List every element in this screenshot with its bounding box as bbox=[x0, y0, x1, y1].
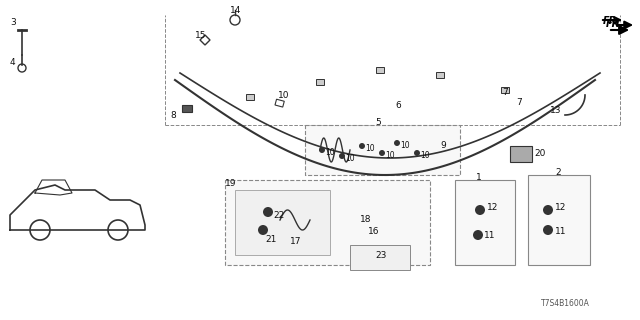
Polygon shape bbox=[528, 175, 590, 265]
Text: 19: 19 bbox=[225, 179, 237, 188]
Text: 10: 10 bbox=[400, 140, 410, 149]
Circle shape bbox=[258, 225, 268, 235]
Bar bbox=[275, 99, 284, 107]
Text: 9: 9 bbox=[440, 140, 445, 149]
Circle shape bbox=[475, 205, 485, 215]
Circle shape bbox=[339, 153, 345, 159]
Circle shape bbox=[543, 225, 553, 235]
Text: 11: 11 bbox=[555, 228, 566, 236]
Text: FR.: FR. bbox=[603, 16, 621, 26]
Text: 11: 11 bbox=[484, 230, 495, 239]
Text: 13: 13 bbox=[550, 106, 561, 115]
Text: 6: 6 bbox=[395, 100, 401, 109]
Text: FR.: FR. bbox=[606, 19, 624, 29]
Text: 10: 10 bbox=[365, 143, 374, 153]
Bar bbox=[376, 67, 384, 73]
Bar bbox=[501, 87, 509, 93]
Text: 7: 7 bbox=[502, 87, 508, 97]
Text: 21: 21 bbox=[265, 236, 276, 244]
Text: 15: 15 bbox=[195, 30, 207, 39]
Text: 17: 17 bbox=[290, 237, 301, 246]
Text: 10: 10 bbox=[345, 154, 355, 163]
Text: 1: 1 bbox=[476, 172, 482, 181]
Circle shape bbox=[543, 205, 553, 215]
Text: 20: 20 bbox=[534, 148, 545, 157]
Polygon shape bbox=[455, 180, 515, 265]
Text: 22: 22 bbox=[273, 211, 284, 220]
Text: T7S4B1600A: T7S4B1600A bbox=[541, 299, 590, 308]
Text: 12: 12 bbox=[487, 204, 499, 212]
Circle shape bbox=[414, 150, 420, 156]
Polygon shape bbox=[225, 180, 430, 265]
Circle shape bbox=[379, 150, 385, 156]
Text: 10: 10 bbox=[278, 91, 289, 100]
Text: 2: 2 bbox=[555, 167, 561, 177]
Text: 10: 10 bbox=[420, 150, 429, 159]
Text: 3: 3 bbox=[10, 18, 16, 27]
Circle shape bbox=[359, 143, 365, 149]
Polygon shape bbox=[305, 125, 460, 175]
Bar bbox=[316, 79, 324, 85]
Bar bbox=[436, 72, 444, 78]
Text: 16: 16 bbox=[368, 228, 380, 236]
Text: 12: 12 bbox=[555, 204, 566, 212]
Bar bbox=[182, 105, 192, 112]
Bar bbox=[246, 94, 254, 100]
Circle shape bbox=[319, 147, 325, 153]
Bar bbox=[510, 146, 532, 162]
Circle shape bbox=[263, 207, 273, 217]
Text: 8: 8 bbox=[170, 110, 176, 119]
Polygon shape bbox=[235, 190, 330, 255]
Text: 10: 10 bbox=[325, 148, 335, 156]
Text: 10: 10 bbox=[385, 150, 395, 159]
Text: 4: 4 bbox=[10, 58, 15, 67]
Text: 18: 18 bbox=[360, 215, 371, 225]
Polygon shape bbox=[350, 245, 410, 270]
Text: 23: 23 bbox=[375, 251, 387, 260]
Text: 14: 14 bbox=[230, 5, 241, 14]
Circle shape bbox=[473, 230, 483, 240]
Text: 7: 7 bbox=[516, 98, 522, 107]
Circle shape bbox=[394, 140, 400, 146]
Text: 5: 5 bbox=[375, 117, 381, 126]
